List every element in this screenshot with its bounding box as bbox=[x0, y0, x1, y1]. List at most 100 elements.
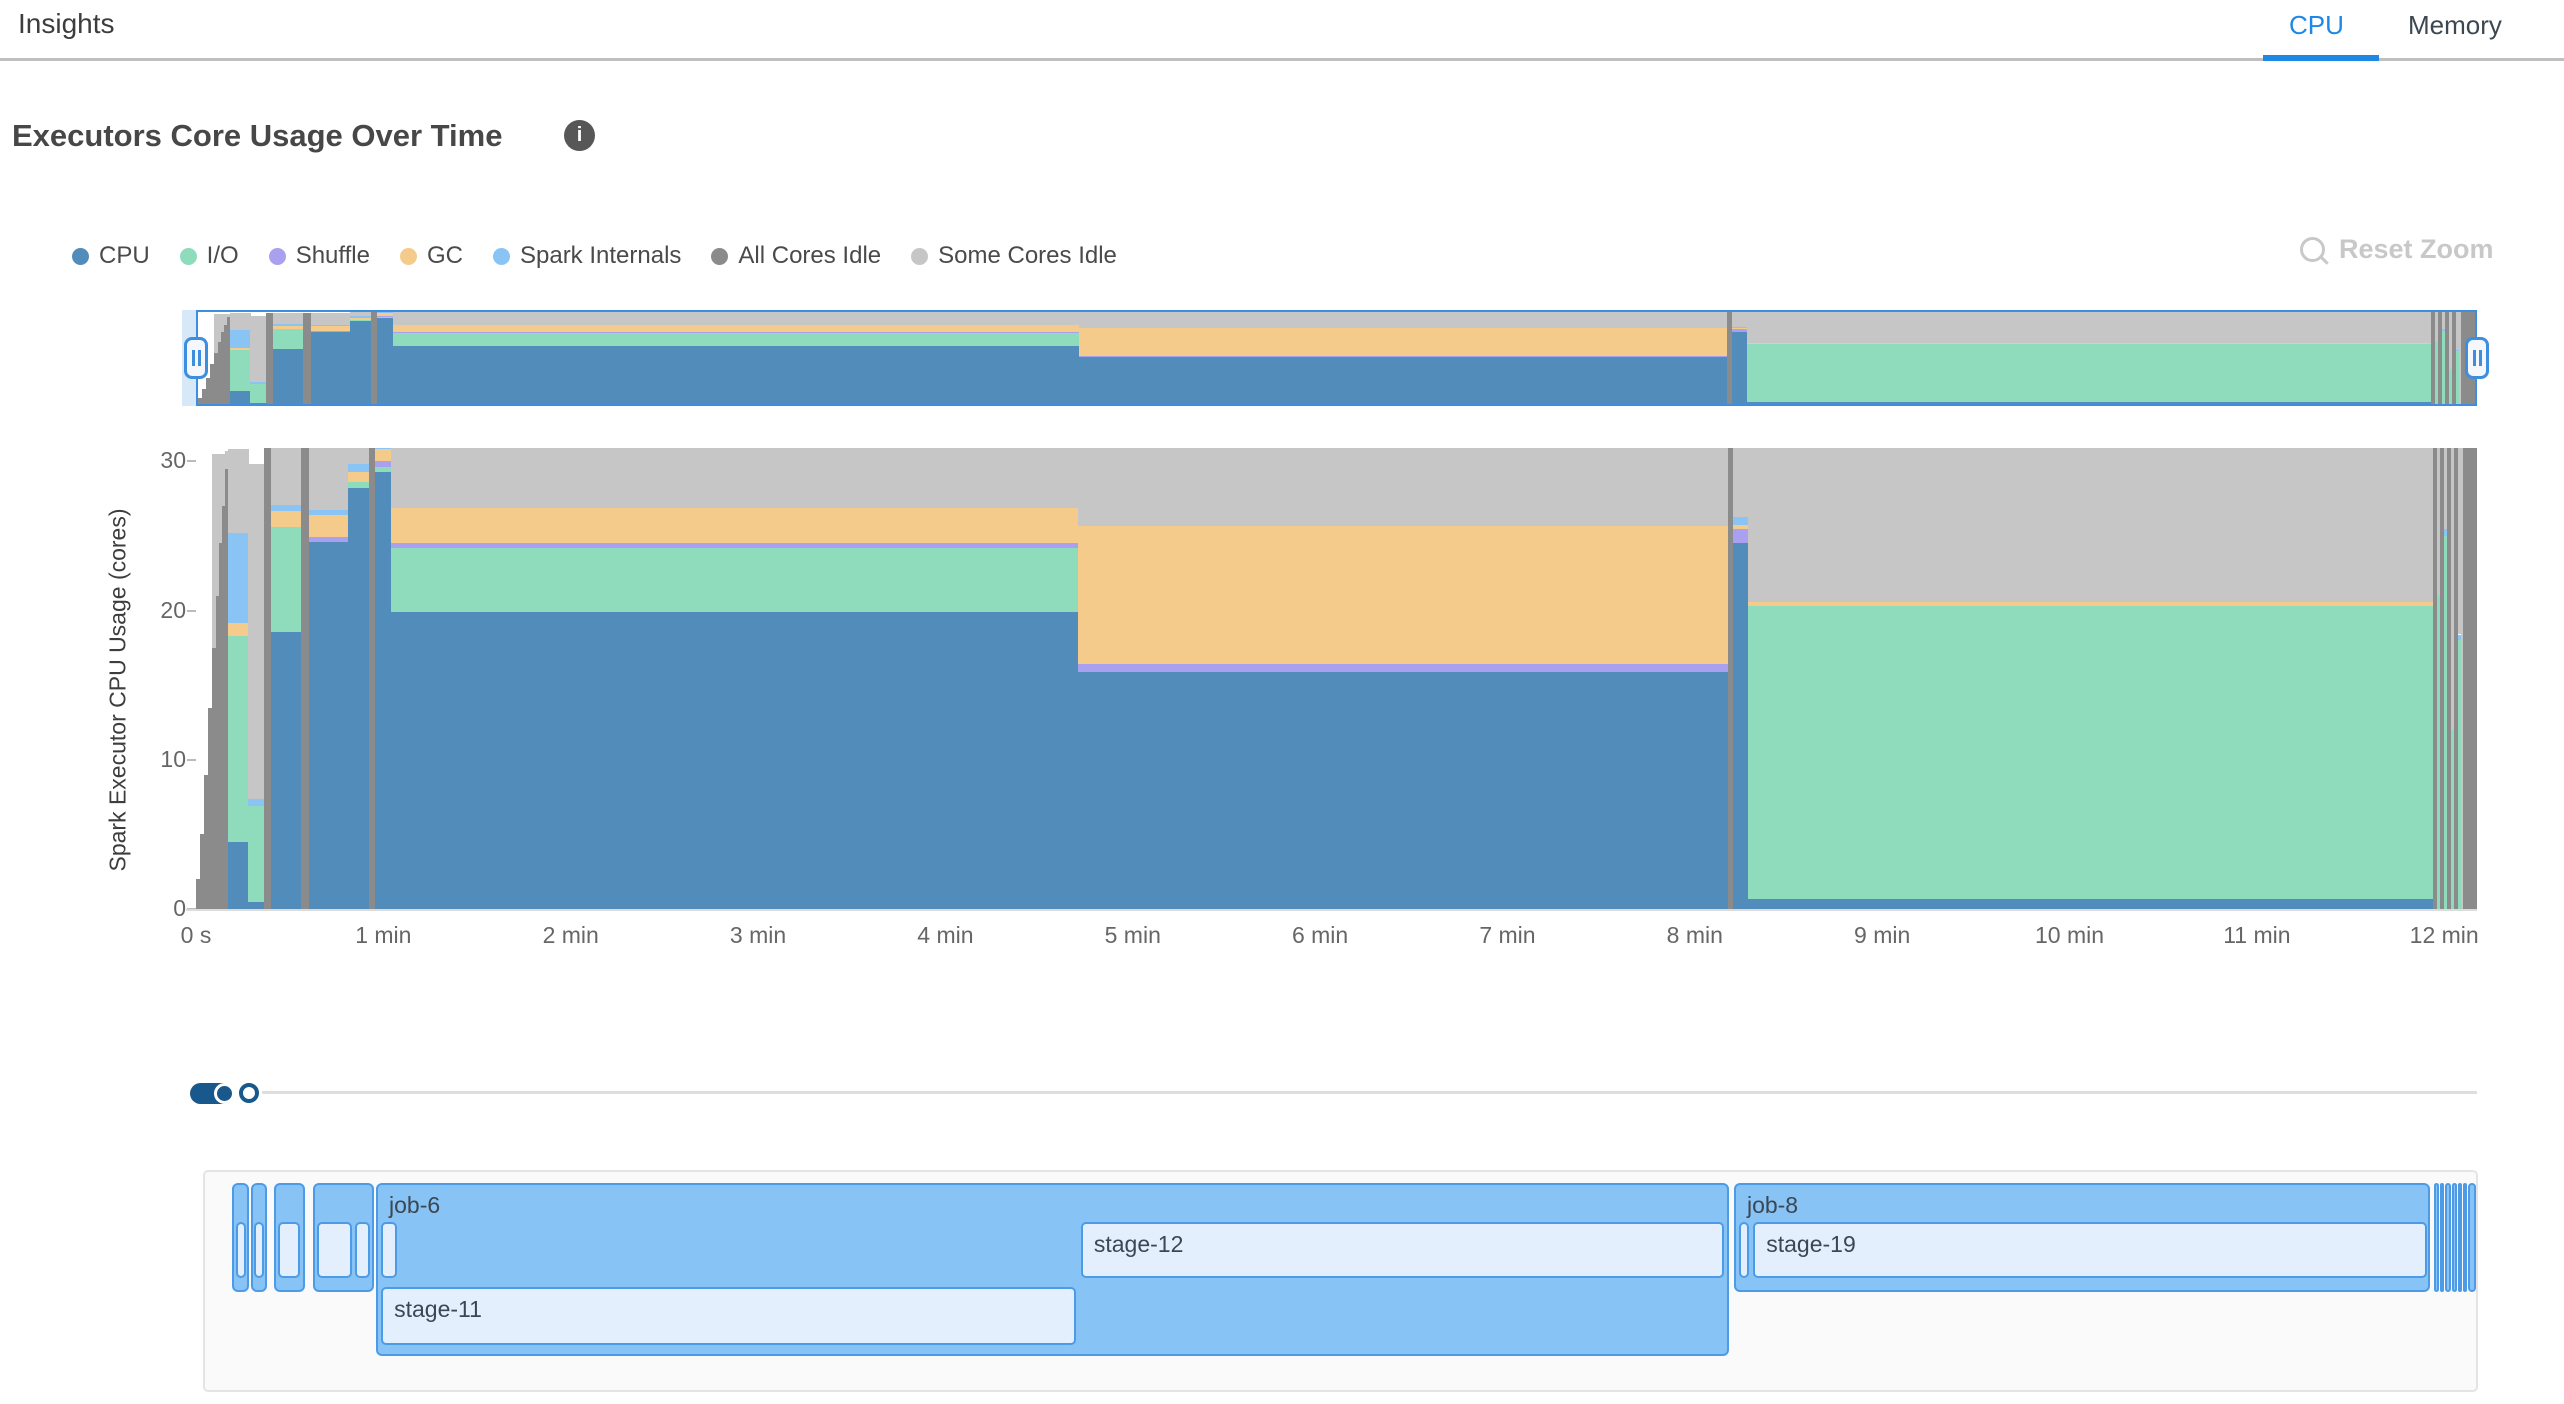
main-chart-plot[interactable] bbox=[196, 448, 2477, 909]
segment-gc bbox=[1732, 328, 1748, 330]
segment-allidle bbox=[2431, 312, 2436, 404]
segment-gc bbox=[374, 449, 392, 461]
segment-cpu bbox=[1732, 332, 1748, 404]
segment-io bbox=[2455, 351, 2460, 404]
segment-internals bbox=[249, 382, 267, 384]
segment-somegrey bbox=[228, 449, 249, 534]
segment-somegrey bbox=[211, 453, 217, 648]
segment-allidle bbox=[370, 312, 378, 404]
segment-somegrey bbox=[222, 453, 226, 507]
legend-item-internals[interactable]: Spark Internals bbox=[492, 242, 681, 270]
segment-allidle bbox=[265, 313, 274, 404]
segment-cpu bbox=[308, 541, 349, 909]
x-tick-label: 5 min bbox=[1104, 922, 1161, 948]
x-tick-label: 0 s bbox=[180, 922, 212, 948]
segment-gc bbox=[1748, 601, 2434, 607]
segment-allidle bbox=[206, 377, 211, 404]
stage-bar-stage-12[interactable]: stage-12 bbox=[1080, 1222, 1725, 1278]
segment-allidle bbox=[204, 774, 209, 909]
stage-label: stage-12 bbox=[1093, 1231, 1184, 1257]
segment-somegrey bbox=[249, 316, 267, 383]
gc-legend-dot-icon bbox=[399, 247, 417, 265]
segment-allidle bbox=[209, 364, 215, 404]
grip-line bbox=[197, 350, 201, 366]
brush-handle-right[interactable] bbox=[2465, 337, 2489, 379]
segment-allidle bbox=[2432, 448, 2438, 909]
x-tick-label: 9 min bbox=[1854, 922, 1911, 948]
scrubber-handle[interactable] bbox=[239, 1083, 259, 1103]
scrubber-knob[interactable] bbox=[214, 1083, 235, 1104]
y-tick-mark bbox=[187, 460, 196, 463]
job-bar[interactable] bbox=[2468, 1183, 2477, 1292]
overview-minimap[interactable] bbox=[196, 310, 2477, 406]
legend-label: I/O bbox=[206, 242, 239, 269]
segment-allidle bbox=[2451, 312, 2457, 404]
stage-bar[interactable] bbox=[278, 1222, 300, 1278]
segment-io bbox=[272, 328, 304, 350]
segment-somegrey bbox=[216, 453, 220, 596]
stage-bar[interactable] bbox=[1738, 1222, 1749, 1278]
legend-item-somegrey[interactable]: Some Cores Idle bbox=[911, 242, 1117, 270]
segment-allidle bbox=[223, 324, 228, 404]
legend-item-shuffle[interactable]: Shuffle bbox=[268, 242, 370, 270]
segment-io bbox=[2450, 729, 2455, 909]
segment-internals bbox=[2444, 528, 2448, 536]
tab-cpu[interactable]: CPU bbox=[2289, 10, 2344, 40]
stage-bar[interactable] bbox=[355, 1222, 371, 1278]
segment-cpu bbox=[349, 321, 372, 404]
segment-gc bbox=[1078, 525, 1729, 665]
job-bar[interactable] bbox=[2445, 1183, 2452, 1292]
job-bar[interactable] bbox=[2452, 1183, 2458, 1292]
segment-allidle bbox=[216, 595, 220, 909]
legend-item-io[interactable]: I/O bbox=[179, 242, 239, 270]
segment-gc bbox=[228, 622, 249, 636]
page-title: Insights bbox=[18, 8, 115, 39]
stage-bar[interactable] bbox=[236, 1222, 246, 1278]
segment-somegrey bbox=[2450, 448, 2455, 730]
stage-bar-stage-19[interactable]: stage-19 bbox=[1753, 1222, 2427, 1278]
segment-io bbox=[249, 383, 267, 403]
cpu-legend-dot-icon bbox=[72, 247, 89, 265]
stage-bar-stage-11[interactable]: stage-11 bbox=[381, 1287, 1076, 1345]
segment-allidle bbox=[2445, 312, 2450, 404]
segment-allidle bbox=[225, 468, 229, 909]
somegrey-legend-dot-icon bbox=[911, 247, 929, 265]
chart-section-title: Executors Core Usage Over Time bbox=[12, 118, 503, 153]
segment-io bbox=[392, 332, 1080, 346]
job-bar[interactable] bbox=[2458, 1183, 2463, 1292]
segment-io bbox=[2437, 595, 2441, 909]
segment-allidle bbox=[264, 448, 272, 909]
segment-allidle bbox=[2440, 448, 2445, 909]
info-icon[interactable]: i bbox=[564, 120, 595, 151]
segment-internals bbox=[374, 448, 392, 450]
segment-cpu bbox=[1747, 401, 2432, 404]
y-tick-mark bbox=[187, 758, 196, 761]
segment-internals bbox=[2442, 329, 2446, 331]
segment-internals bbox=[349, 316, 372, 318]
segment-io bbox=[229, 350, 251, 391]
segment-gc bbox=[1733, 524, 1749, 529]
reset-zoom-button[interactable]: Reset Zoom bbox=[2300, 234, 2494, 265]
scrubber-track[interactable] bbox=[262, 1091, 2477, 1094]
segment-gc bbox=[308, 515, 349, 537]
segment-allidle bbox=[368, 448, 376, 909]
brush-handle-left[interactable] bbox=[184, 337, 208, 379]
segment-allidle bbox=[226, 317, 231, 404]
job-bar[interactable] bbox=[2434, 1183, 2440, 1292]
segment-io bbox=[374, 466, 392, 472]
stage-bar[interactable] bbox=[254, 1222, 264, 1278]
legend-item-gc[interactable]: GC bbox=[399, 242, 463, 270]
segment-somegrey bbox=[1747, 312, 2432, 344]
tab-memory[interactable]: Memory bbox=[2408, 10, 2502, 40]
legend-item-allidle[interactable]: All Cores Idle bbox=[711, 242, 881, 270]
x-tick-label: 7 min bbox=[1479, 922, 1536, 948]
segment-somegrey bbox=[218, 314, 222, 343]
stage-bar[interactable] bbox=[381, 1222, 398, 1278]
job-bar[interactable] bbox=[2440, 1183, 2445, 1292]
segment-io bbox=[2457, 640, 2462, 909]
job-bar[interactable] bbox=[2463, 1183, 2468, 1292]
stage-bar[interactable] bbox=[317, 1222, 353, 1278]
segment-somegrey bbox=[349, 312, 372, 317]
job-label: job-8 bbox=[1746, 1192, 1799, 1218]
legend-item-cpu[interactable]: CPU bbox=[72, 242, 150, 270]
